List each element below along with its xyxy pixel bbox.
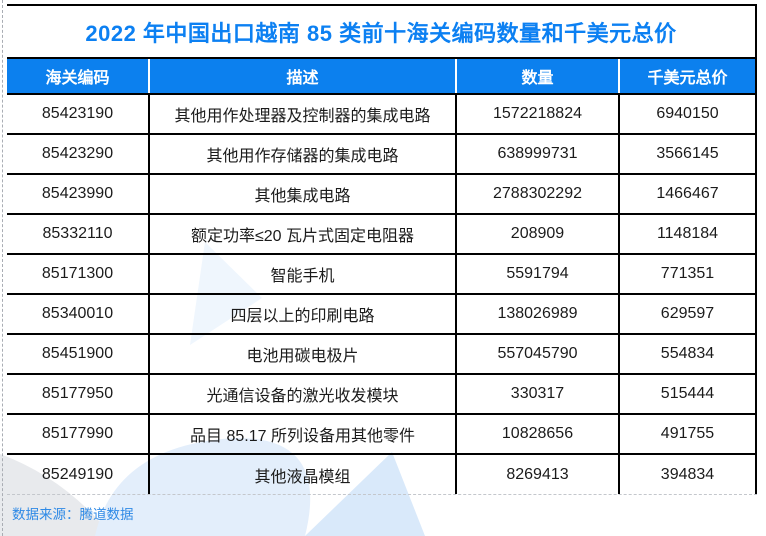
table-row: 85340010 四层以上的印刷电路 138026989 629597 xyxy=(7,295,757,335)
data-source-note: 数据来源：腾道数据 xyxy=(12,507,134,522)
column-header-total-value: 千美元总价 xyxy=(620,59,757,93)
cell-quantity: 638999731 xyxy=(457,135,620,173)
cell-hs-code: 85423190 xyxy=(7,95,150,133)
cell-description: 品目 85.17 所列设备用其他零件 xyxy=(150,415,457,453)
page-boundary-dashed-line xyxy=(2,0,3,536)
table-row: 85332110 额定功率≤20 瓦片式固定电阻器 208909 1148184 xyxy=(7,215,757,255)
cell-hs-code: 85171300 xyxy=(7,255,150,293)
cell-description: 其他集成电路 xyxy=(150,175,457,213)
cell-description: 其他液晶模组 xyxy=(150,455,457,494)
cell-total-value: 394834 xyxy=(620,455,757,494)
cell-total-value: 515444 xyxy=(620,375,757,413)
cell-description: 四层以上的印刷电路 xyxy=(150,295,457,333)
table-row: 85423290 其他用作存储器的集成电路 638999731 3566145 xyxy=(7,135,757,175)
table-row: 85451900 电池用碳电极片 557045790 554834 xyxy=(7,335,757,375)
cell-hs-code: 85423290 xyxy=(7,135,150,173)
cell-description: 智能手机 xyxy=(150,255,457,293)
cell-total-value: 491755 xyxy=(620,415,757,453)
cell-quantity: 330317 xyxy=(457,375,620,413)
cell-hs-code: 85451900 xyxy=(7,335,150,373)
table-row: 85423990 其他集成电路 2788302292 1466467 xyxy=(7,175,757,215)
table-title-block: 2022 年中国出口越南 85 类前十海关编码数量和千美元总价 xyxy=(7,4,757,57)
cell-hs-code: 85177950 xyxy=(7,375,150,413)
table-row: 85177950 光通信设备的激光收发模块 330317 515444 xyxy=(7,375,757,415)
table-row: 85249190 其他液晶模组 8269413 394834 xyxy=(7,455,757,495)
cell-quantity: 8269413 xyxy=(457,455,620,494)
column-header-quantity: 数量 xyxy=(457,59,620,93)
cell-description: 电池用碳电极片 xyxy=(150,335,457,373)
cell-quantity: 5591794 xyxy=(457,255,620,293)
table-row: 85423190 其他用作处理器及控制器的集成电路 1572218824 694… xyxy=(7,95,757,135)
cell-description: 额定功率≤20 瓦片式固定电阻器 xyxy=(150,215,457,253)
cell-total-value: 771351 xyxy=(620,255,757,293)
cell-description: 其他用作处理器及控制器的集成电路 xyxy=(150,95,457,133)
cell-total-value: 3566145 xyxy=(620,135,757,173)
cell-hs-code: 85423990 xyxy=(7,175,150,213)
cell-total-value: 554834 xyxy=(620,335,757,373)
cell-quantity: 10828656 xyxy=(457,415,620,453)
cell-total-value: 6940150 xyxy=(620,95,757,133)
column-header-hs-code: 海关编码 xyxy=(7,59,150,93)
cell-total-value: 1148184 xyxy=(620,215,757,253)
cell-quantity: 1572218824 xyxy=(457,95,620,133)
cell-hs-code: 85340010 xyxy=(7,295,150,333)
cell-quantity: 2788302292 xyxy=(457,175,620,213)
cell-total-value: 1466467 xyxy=(620,175,757,213)
cell-quantity: 208909 xyxy=(457,215,620,253)
cell-description: 其他用作存储器的集成电路 xyxy=(150,135,457,173)
table-header-row: 海关编码 描述 数量 千美元总价 xyxy=(7,57,757,95)
cell-hs-code: 85332110 xyxy=(7,215,150,253)
cell-description: 光通信设备的激光收发模块 xyxy=(150,375,457,413)
table-row: 85177990 品目 85.17 所列设备用其他零件 10828656 491… xyxy=(7,415,757,455)
table-body: 85423190 其他用作处理器及控制器的集成电路 1572218824 694… xyxy=(7,95,757,495)
cell-quantity: 557045790 xyxy=(457,335,620,373)
cell-quantity: 138026989 xyxy=(457,295,620,333)
cell-hs-code: 85249190 xyxy=(7,455,150,494)
table-row: 85171300 智能手机 5591794 771351 xyxy=(7,255,757,295)
page-title: 2022 年中国出口越南 85 类前十海关编码数量和千美元总价 xyxy=(85,20,677,46)
data-table: 2022 年中国出口越南 85 类前十海关编码数量和千美元总价 海关编码 描述 … xyxy=(7,4,757,495)
cell-hs-code: 85177990 xyxy=(7,415,150,453)
column-header-description: 描述 xyxy=(150,59,457,93)
cell-total-value: 629597 xyxy=(620,295,757,333)
